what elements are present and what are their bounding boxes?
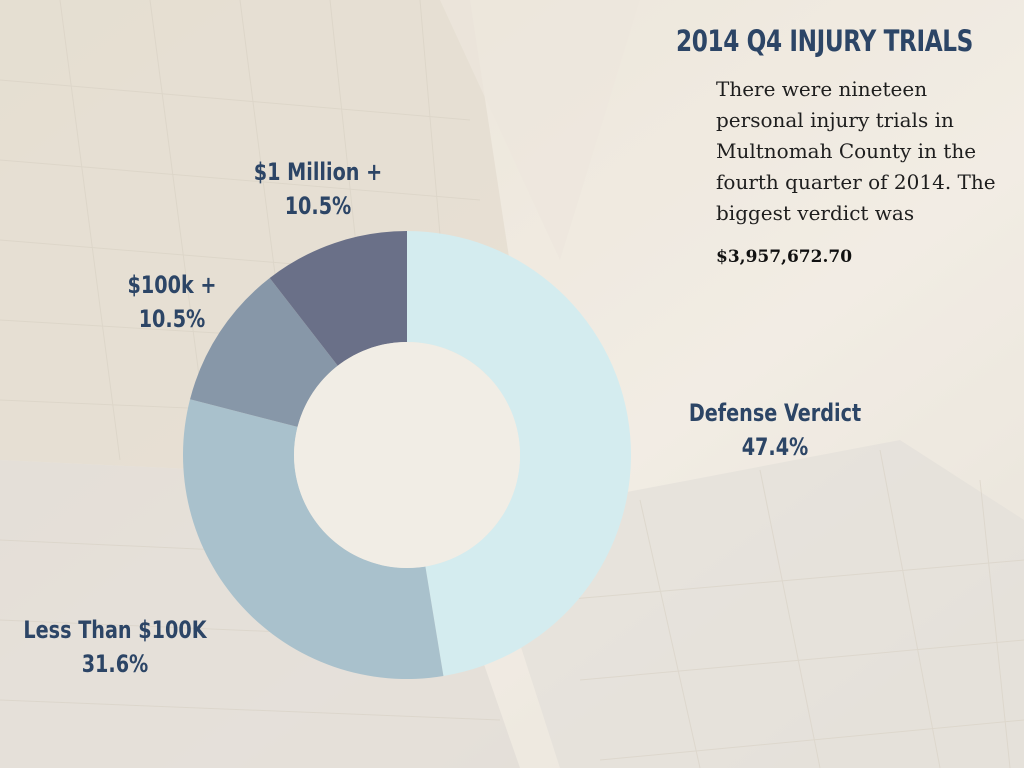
slice-label-1-million-plus-value: 10.5% (284, 192, 352, 220)
slice-less-than-100k (182, 399, 444, 679)
slice-label-100k-plus-value: 10.5% (138, 305, 206, 333)
slice-label-less-than-100k-value: 31.6% (81, 650, 149, 678)
slice-label-defense-verdict-name: Defense Verdict (688, 399, 862, 427)
slice-label-100k-plus: $100k + 10.5% (108, 268, 236, 336)
page-title: 2014 Q4 INJURY TRIALS (676, 24, 973, 58)
slice-100k-plus (190, 278, 338, 427)
slice-label-defense-verdict-value: 47.4% (741, 433, 809, 461)
slice-defense-verdict (407, 231, 632, 677)
slice-1-million-plus (269, 231, 407, 366)
description-text: There were nineteen personal injury tria… (716, 77, 996, 225)
donut-hole (294, 342, 520, 568)
slice-label-less-than-100k: Less Than $100K 31.6% (23, 613, 207, 681)
slice-label-1-million-plus: $1 Million + 10.5% (238, 155, 398, 223)
biggest-verdict-amount: $3,957,672.70 (716, 247, 853, 267)
slice-label-100k-plus-name: $100k + (127, 271, 217, 299)
slice-label-less-than-100k-name: Less Than $100K (23, 616, 207, 644)
slice-label-1-million-plus-name: $1 Million + (253, 158, 383, 186)
slice-label-defense-verdict: Defense Verdict 47.4% (683, 396, 867, 464)
